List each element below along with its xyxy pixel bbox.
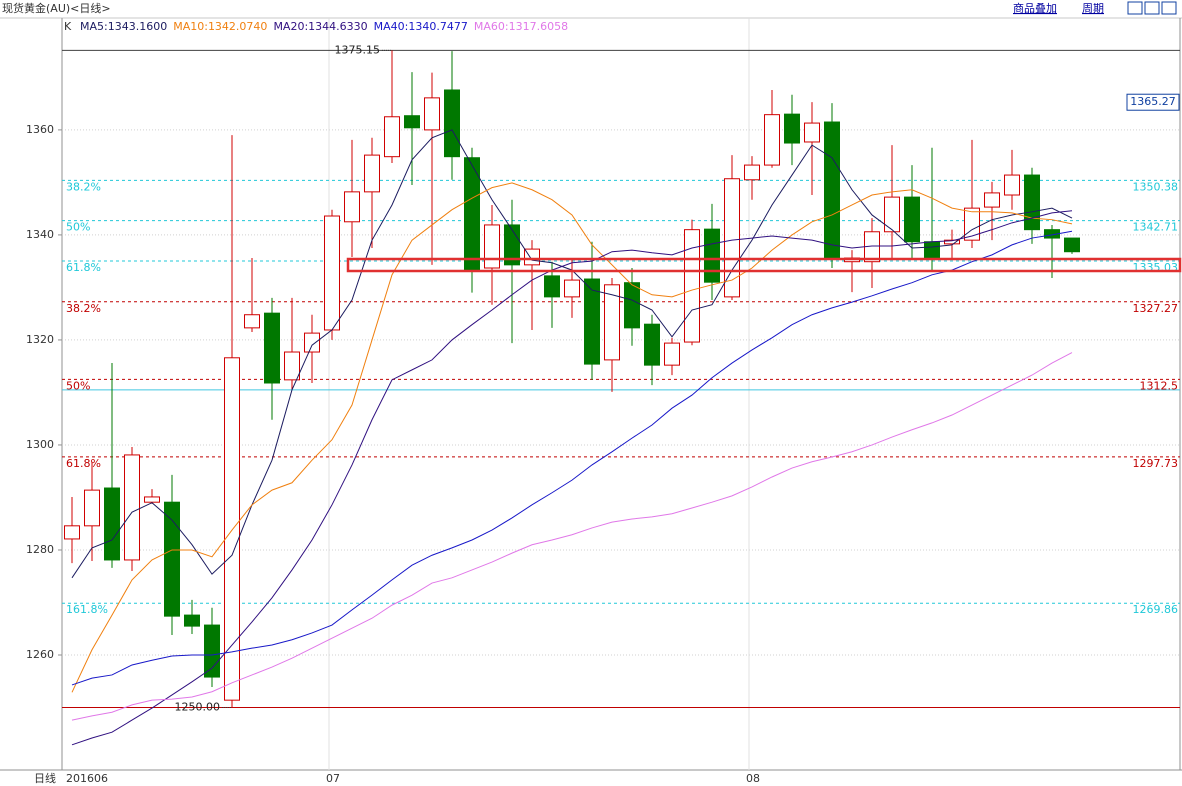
candle-body — [284, 351, 300, 381]
candle-body — [1024, 174, 1040, 231]
candle-body — [564, 279, 580, 298]
candle-body — [244, 314, 260, 329]
ma-line — [71, 352, 1073, 721]
candle-body — [584, 278, 600, 365]
candle-body — [324, 215, 340, 331]
level-ratio: 50% — [66, 379, 90, 392]
level-value: 1327.27 — [1133, 302, 1179, 315]
candle-body — [364, 154, 380, 193]
y-tick-label: 1260 — [26, 648, 54, 661]
level-value: 1312.5 — [1140, 379, 1179, 392]
candle-body — [124, 454, 140, 561]
x-tick-label: 08 — [746, 772, 760, 785]
candle-body — [444, 89, 460, 158]
candle-body — [484, 224, 500, 269]
x-tick-label: 07 — [326, 772, 340, 785]
candle-body — [184, 614, 200, 627]
cursor-price: 1365.27 — [1130, 95, 1176, 108]
candle-body — [824, 121, 840, 259]
candle-body — [424, 97, 440, 131]
candle-body — [644, 323, 660, 366]
extreme-label: 1250.00 — [175, 701, 221, 714]
candle-body — [664, 342, 680, 366]
nav-buttons[interactable] — [1127, 1, 1177, 15]
level-ratio: 38.2% — [66, 180, 101, 193]
y-tick-label: 1360 — [26, 123, 54, 136]
legend-entry: MA5:1343.1600 — [80, 20, 167, 33]
level-ratio: 61.8% — [66, 261, 101, 274]
level-ratio: 38.2% — [66, 302, 101, 315]
candle-body — [984, 192, 1000, 208]
candle-body — [704, 228, 720, 283]
nav-right[interactable] — [1144, 1, 1160, 15]
level-ratio: 50% — [66, 221, 90, 234]
candle-body — [764, 114, 780, 166]
candle-body — [384, 116, 400, 158]
candle-body — [224, 357, 240, 701]
candle-body — [304, 332, 320, 353]
candle-body — [964, 207, 980, 241]
candle-body — [164, 501, 180, 617]
y-tick-label: 1320 — [26, 333, 54, 346]
candle-body — [404, 115, 420, 129]
nav-left[interactable] — [1127, 1, 1143, 15]
nav-fit[interactable] — [1161, 1, 1177, 15]
candle-body — [924, 241, 940, 259]
y-tick-label: 1340 — [26, 228, 54, 241]
cursor-price-box — [1126, 93, 1180, 111]
candle-body — [904, 196, 920, 243]
candle-body — [264, 312, 280, 384]
level-value: 1350.38 — [1133, 180, 1179, 193]
highlight-box — [346, 257, 1182, 273]
candle-body — [144, 496, 160, 503]
level-value: 1342.71 — [1133, 221, 1179, 234]
extreme-label: 1375.15 — [335, 43, 381, 56]
period-button[interactable]: 周期 — [1082, 2, 1104, 15]
candle-body — [884, 196, 900, 233]
legend-entry: MA40:1340.7477 — [374, 20, 468, 33]
ma-line — [71, 182, 1073, 693]
ma-line — [71, 230, 1073, 686]
candle-body — [944, 239, 960, 245]
candle-body — [544, 275, 560, 298]
candle-body — [804, 122, 820, 143]
ma-line — [71, 210, 1073, 746]
header-title: 现货黄金(AU)<日线> — [2, 1, 111, 15]
x-tick-label: 201606 — [66, 772, 108, 785]
legend-entry: MA10:1342.0740 — [173, 20, 267, 33]
candle-body — [784, 113, 800, 144]
candle-body — [104, 487, 120, 561]
legend-entry: MA20:1344.6330 — [273, 20, 367, 33]
level-value: 1297.73 — [1133, 457, 1179, 470]
candle-body — [724, 178, 740, 298]
candle-body — [744, 164, 760, 181]
candle-body — [1004, 174, 1020, 196]
candle-body — [344, 191, 360, 223]
period-label: 日线 — [34, 771, 56, 785]
legend-entry: MA60:1317.6058 — [474, 20, 568, 33]
candle-body — [84, 489, 100, 527]
y-tick-label: 1280 — [26, 543, 54, 556]
candle-body — [604, 284, 620, 361]
y-tick-label: 1300 — [26, 438, 54, 451]
candle-body — [1064, 237, 1080, 253]
level-value: 1269.86 — [1133, 603, 1179, 616]
level-ratio: 61.8% — [66, 457, 101, 470]
overlay-button[interactable]: 商品叠加 — [1013, 1, 1057, 15]
candle-body — [624, 282, 640, 329]
legend-k: K — [64, 20, 72, 33]
candle-body — [64, 525, 80, 540]
level-ratio: 161.8% — [66, 603, 108, 616]
candle-body — [204, 624, 220, 678]
